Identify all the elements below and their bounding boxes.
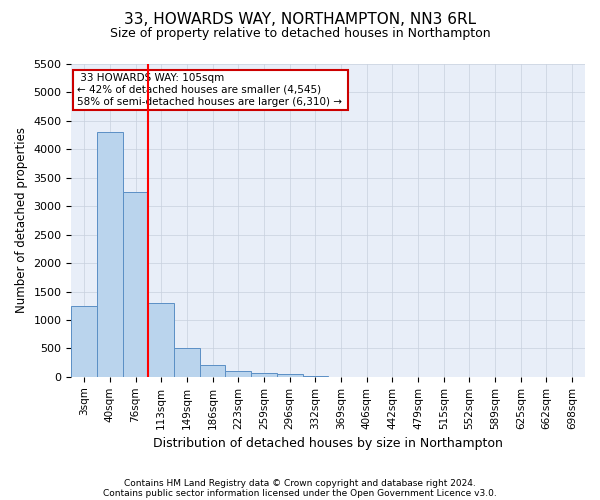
Bar [123,192,148,377]
Text: Contains public sector information licensed under the Open Government Licence v3: Contains public sector information licen… [103,488,497,498]
Bar [148,303,174,377]
Text: Contains HM Land Registry data © Crown copyright and database right 2024.: Contains HM Land Registry data © Crown c… [124,478,476,488]
Bar [226,371,251,377]
Bar [97,132,123,377]
Text: 33, HOWARDS WAY, NORTHAMPTON, NN3 6RL: 33, HOWARDS WAY, NORTHAMPTON, NN3 6RL [124,12,476,28]
Text: Size of property relative to detached houses in Northampton: Size of property relative to detached ho… [110,28,490,40]
Bar [277,374,302,377]
Bar [71,306,97,377]
Y-axis label: Number of detached properties: Number of detached properties [15,128,28,314]
Text: 33 HOWARDS WAY: 105sqm
← 42% of detached houses are smaller (4,545)
58% of semi-: 33 HOWARDS WAY: 105sqm ← 42% of detached… [77,74,345,106]
X-axis label: Distribution of detached houses by size in Northampton: Distribution of detached houses by size … [153,437,503,450]
Bar [200,366,226,377]
Bar [302,376,328,377]
Bar [251,372,277,377]
Bar [174,348,200,377]
